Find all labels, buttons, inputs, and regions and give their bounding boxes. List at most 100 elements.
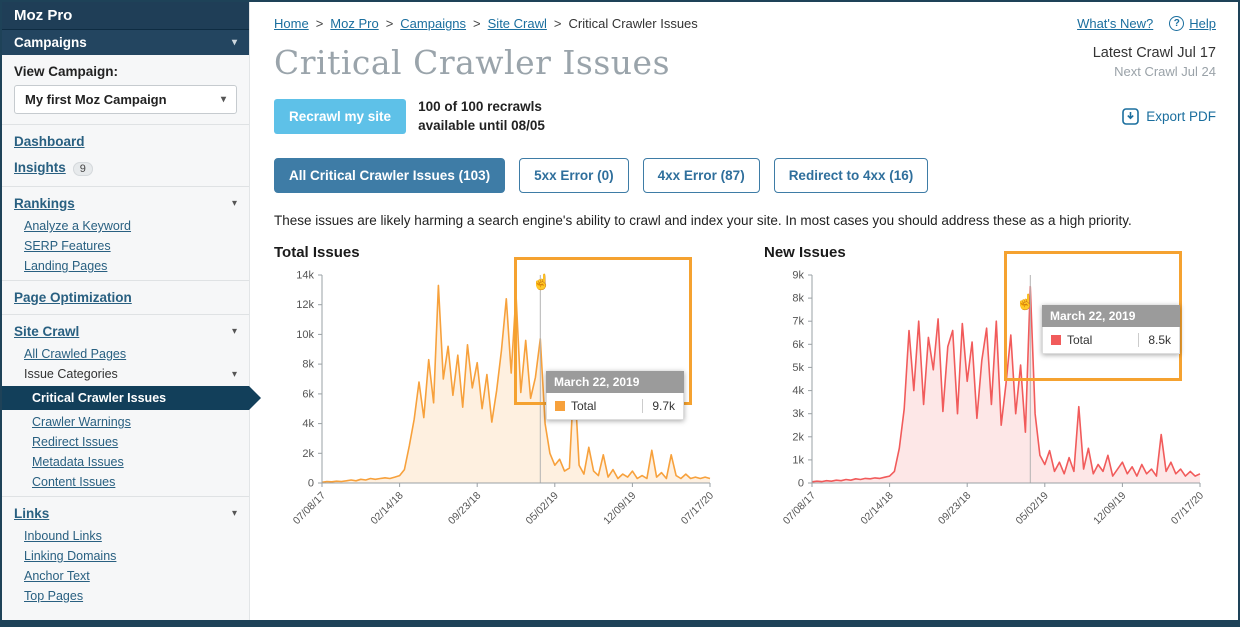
- help-link[interactable]: Help: [1189, 16, 1216, 31]
- issues-description: These issues are likely harming a search…: [274, 212, 1132, 228]
- sidebar-item-anchor-text[interactable]: Anchor Text: [24, 569, 90, 583]
- filter-all-critical-issues[interactable]: All Critical Crawler Issues (103): [274, 157, 506, 193]
- main-content: Home > Moz Pro > Campaigns > Site Crawl > Critic…: [250, 2, 1238, 620]
- question-circle-icon: ?: [1169, 16, 1185, 31]
- breadcrumb: Home > Moz Pro > Campaigns > Site Crawl > Critic…: [274, 16, 698, 31]
- svg-text:0: 0: [308, 477, 314, 489]
- sidebar-item-insights[interactable]: Insights: [14, 160, 66, 175]
- svg-text:07/08/17: 07/08/17: [781, 489, 818, 526]
- chart-tooltip: March 22, 2019 Total 9.7k: [546, 370, 684, 420]
- export-pdf-label: Export PDF: [1146, 109, 1216, 125]
- svg-text:07/17/20: 07/17/20: [1169, 489, 1206, 526]
- sidebar-item-critical-crawler-issues[interactable]: Critical Crawler Issues: [2, 386, 249, 410]
- chevron-down-icon[interactable]: ▾: [231, 326, 237, 337]
- tooltip-date: March 22, 2019: [1042, 304, 1180, 327]
- breadcrumb-moz-pro[interactable]: Moz Pro: [330, 16, 379, 31]
- issue-filter-tabs: All Critical Crawler Issues (103) 5xx Er…: [274, 157, 1216, 193]
- latest-crawl-label: Latest Crawl Jul 17: [1092, 45, 1216, 61]
- sidebar-item-issue-categories[interactable]: Issue Categories: [24, 367, 118, 381]
- sidebar-item-top-pages[interactable]: Top Pages: [24, 589, 84, 603]
- recrawl-availability: 100 of 100 recrawls available until 08/0…: [418, 98, 545, 136]
- chart-title: New Issues: [764, 243, 846, 261]
- svg-text:8k: 8k: [792, 292, 804, 304]
- sidebar-nav: Dashboard Insights 9 Rankings ▾ Analyze a…: [2, 124, 249, 610]
- sidebar-item-dashboard[interactable]: Dashboard: [14, 134, 85, 149]
- sidebar-item-site-crawl[interactable]: Site Crawl: [14, 324, 80, 339]
- export-pdf-button[interactable]: Export PDF: [1122, 108, 1216, 126]
- filter-4xx-error[interactable]: 4xx Error (87): [642, 157, 760, 193]
- sidebar-item-rankings[interactable]: Rankings: [14, 196, 75, 211]
- sidebar: Moz Pro Campaigns ▾ View Campaign: My fi…: [2, 2, 250, 620]
- insights-count-badge: 9: [72, 162, 93, 176]
- svg-text:12k: 12k: [296, 299, 314, 311]
- chevron-down-icon[interactable]: ▾: [231, 508, 237, 519]
- breadcrumb-current: Critical Crawler Issues: [568, 16, 698, 31]
- charts-row: Total Issues 0 2k 4k 6k 8k 10k 12k 14k 07/08/17 0…: [274, 244, 1216, 563]
- svg-text:07/08/17: 07/08/17: [291, 489, 328, 526]
- svg-text:6k: 6k: [792, 339, 804, 351]
- brand-moz-pro[interactable]: Moz Pro: [2, 2, 249, 29]
- svg-text:14k: 14k: [296, 269, 314, 281]
- tooltip-series-label: Total: [571, 398, 597, 413]
- sidebar-item-inbound-links[interactable]: Inbound Links: [24, 529, 102, 543]
- svg-text:07/17/20: 07/17/20: [679, 489, 716, 526]
- brand-label: Moz Pro: [14, 7, 73, 24]
- tooltip-date: March 22, 2019: [546, 370, 684, 393]
- sidebar-item-content-issues[interactable]: Content Issues: [32, 475, 116, 489]
- whats-new-link[interactable]: What's New?: [1077, 16, 1154, 31]
- svg-text:09/23/18: 09/23/18: [936, 489, 973, 526]
- svg-text:2k: 2k: [792, 431, 804, 443]
- breadcrumb-separator: >: [553, 16, 562, 31]
- sidebar-item-landing-pages[interactable]: Landing Pages: [24, 259, 108, 273]
- chevron-down-icon[interactable]: ▾: [231, 198, 237, 209]
- filter-redirect-to-4xx[interactable]: Redirect to 4xx (16): [773, 157, 929, 193]
- campaign-selector[interactable]: My first Moz Campaign ▾: [14, 85, 237, 114]
- svg-text:2k: 2k: [302, 448, 314, 460]
- page-title: Critical Crawler Issues: [274, 43, 671, 82]
- area-chart-svg[interactable]: 0 1k 2k 3k 4k 5k 6k 7k 8k 9k 07/08/17 02/14/18 09/23…: [764, 261, 1214, 563]
- svg-text:3k: 3k: [792, 408, 804, 420]
- sidebar-item-metadata-issues[interactable]: Metadata Issues: [32, 455, 124, 469]
- sidebar-item-redirect-issues[interactable]: Redirect Issues: [32, 435, 119, 449]
- total-issues-chart: Total Issues 0 2k 4k 6k 8k 10k 12k 14k 07/08/17 0…: [274, 244, 724, 563]
- svg-text:4k: 4k: [792, 385, 804, 397]
- chart-plot-area[interactable]: 0 2k 4k 6k 8k 10k 12k 14k 07/08/17 02/14/18 09/23/…: [274, 256, 724, 563]
- svg-text:0: 0: [798, 477, 804, 489]
- breadcrumb-site-crawl[interactable]: Site Crawl: [487, 16, 547, 31]
- recrawl-availability-line2: available until 08/05: [418, 117, 545, 133]
- campaign-selector-value: My first Moz Campaign: [25, 92, 167, 107]
- sidebar-item-serp-features[interactable]: SERP Features: [24, 239, 111, 253]
- svg-text:7k: 7k: [792, 315, 804, 327]
- svg-text:05/02/19: 05/02/19: [524, 489, 561, 526]
- sidebar-item-analyze-a-keyword[interactable]: Analyze a Keyword: [24, 219, 132, 233]
- chevron-down-icon[interactable]: ▾: [231, 368, 237, 380]
- campaigns-label: Campaigns: [14, 35, 87, 50]
- svg-text:8k: 8k: [302, 358, 314, 370]
- filter-5xx-error[interactable]: 5xx Error (0): [519, 157, 629, 193]
- new-issues-chart: New Issues 0 1k 2k 3k 4k 5k 6k 7k 8k 9k 07/08/17 02…: [764, 244, 1214, 563]
- tooltip-value: 9.7k: [642, 398, 675, 413]
- recrawl-availability-line1: 100 of 100 recrawls: [418, 99, 542, 114]
- breadcrumb-home[interactable]: Home: [274, 16, 309, 31]
- sidebar-item-linking-domains[interactable]: Linking Domains: [24, 549, 117, 563]
- series-swatch: [1051, 334, 1061, 345]
- sidebar-item-page-optimization[interactable]: Page Optimization: [14, 290, 132, 305]
- chart-plot-area[interactable]: 0 1k 2k 3k 4k 5k 6k 7k 8k 9k 07/08/17 02/14/18 09/23…: [764, 250, 1214, 563]
- help-link-wrap[interactable]: ? Help: [1169, 16, 1216, 31]
- recrawl-button[interactable]: Recrawl my site: [274, 99, 407, 135]
- sidebar-item-crawler-warnings[interactable]: Crawler Warnings: [32, 415, 131, 429]
- cursor-icon: ☝: [532, 273, 551, 291]
- breadcrumb-separator: >: [315, 16, 324, 31]
- download-icon: [1122, 108, 1140, 126]
- svg-text:1k: 1k: [792, 454, 804, 466]
- campaigns-menu[interactable]: Campaigns ▾: [2, 29, 249, 55]
- svg-text:5k: 5k: [792, 362, 804, 374]
- svg-text:9k: 9k: [792, 269, 804, 281]
- sidebar-item-all-crawled-pages[interactable]: All Crawled Pages: [24, 347, 127, 361]
- chevron-down-icon: ▾: [220, 94, 226, 105]
- series-swatch: [555, 400, 565, 411]
- sidebar-item-links[interactable]: Links: [14, 506, 50, 521]
- svg-text:10k: 10k: [296, 329, 314, 341]
- breadcrumb-campaigns[interactable]: Campaigns: [400, 16, 467, 31]
